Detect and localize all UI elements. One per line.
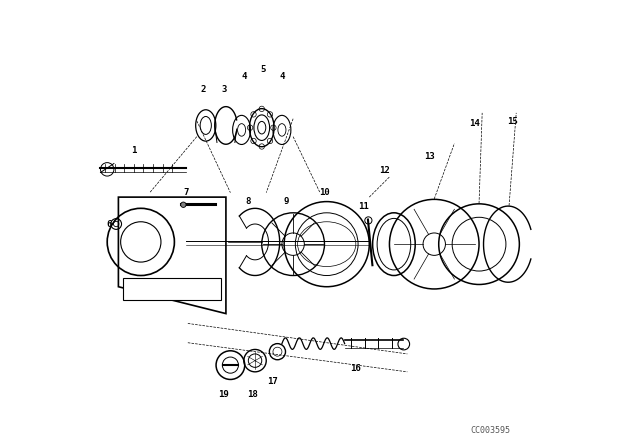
Text: 15: 15 [508,117,518,126]
Text: 4: 4 [241,72,246,81]
Text: CC003595: CC003595 [470,426,510,435]
Text: 6: 6 [107,220,112,228]
Text: 5: 5 [260,65,266,74]
Text: 7: 7 [183,188,188,197]
Text: 10: 10 [319,188,330,197]
Text: 19: 19 [218,390,229,399]
Text: 2: 2 [201,85,206,94]
Text: 14: 14 [469,119,480,128]
Text: 8: 8 [246,197,251,206]
Text: 4: 4 [279,72,285,81]
Text: 17: 17 [268,377,278,386]
Text: 18: 18 [248,390,258,399]
Text: 11: 11 [358,202,369,211]
Circle shape [180,202,186,207]
Polygon shape [123,278,221,300]
Polygon shape [118,197,226,314]
Text: 12: 12 [380,166,390,175]
Text: 3: 3 [221,85,227,94]
Text: 1: 1 [131,146,137,155]
Text: 16: 16 [351,364,361,373]
Text: 13: 13 [424,152,435,161]
Text: 9: 9 [284,197,289,206]
